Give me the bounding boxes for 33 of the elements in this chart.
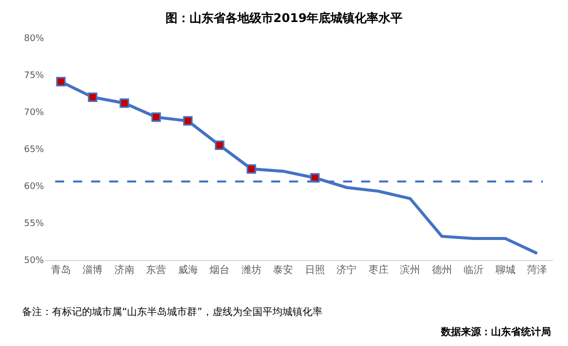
x-tick-label: 滨州 bbox=[400, 264, 420, 276]
x-tick-label: 聊城 bbox=[495, 264, 516, 276]
x-tick-label: 威海 bbox=[178, 264, 198, 276]
point bbox=[56, 76, 66, 86]
x-tick-label: 临沂 bbox=[464, 264, 484, 276]
x-tick-label: 日照 bbox=[304, 265, 325, 276]
source-note: 数据来源：山东省统计局 bbox=[440, 326, 551, 338]
point bbox=[120, 98, 130, 108]
x-tick-label: 潍坊 bbox=[241, 264, 262, 276]
x-tick-label: 德州 bbox=[432, 264, 452, 276]
y-tick-label: 60% bbox=[24, 182, 44, 192]
x-tick-label: 淄博 bbox=[82, 264, 103, 276]
x-tick-label: 济宁 bbox=[336, 264, 357, 276]
point bbox=[183, 116, 193, 126]
x-tick-label: 东营 bbox=[146, 264, 166, 276]
y-tick-label: 65% bbox=[24, 145, 44, 156]
point bbox=[214, 140, 224, 150]
y-tick-label: 75% bbox=[24, 71, 44, 82]
y-tick-label: 80% bbox=[24, 34, 44, 44]
text: 备注：有标记的城市属“山东半岛城市群”，虚线为全国平均城镇化率 bbox=[22, 306, 322, 318]
x-tick-label: 济南 bbox=[114, 264, 134, 276]
point bbox=[246, 164, 256, 174]
y-tick-label: 70% bbox=[24, 108, 44, 118]
point bbox=[88, 92, 98, 102]
y-tick-label: 55% bbox=[24, 219, 44, 230]
x-tick-label: 烟台 bbox=[210, 264, 230, 276]
x-tick-label: 菏泽 bbox=[527, 264, 548, 276]
chart-title: 图：山东省各地级市2019年底城镇化率水平 bbox=[165, 11, 403, 26]
point bbox=[151, 112, 161, 122]
x-tick-label: 枣庄 bbox=[368, 264, 388, 276]
x-tick-label: 青岛 bbox=[50, 264, 71, 276]
x-tick-label: 泰安 bbox=[273, 264, 294, 276]
y-tick-label: 50% bbox=[24, 256, 44, 266]
